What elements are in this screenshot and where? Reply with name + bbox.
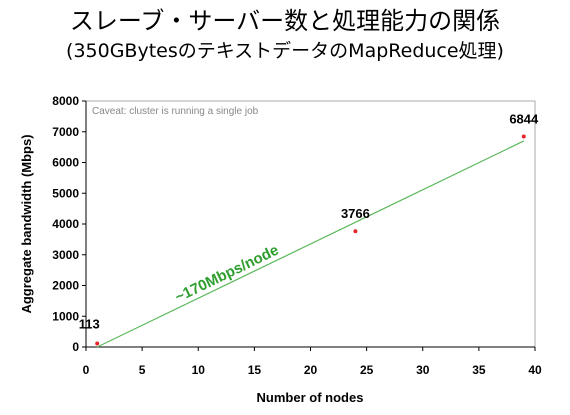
- y-tick-label: 7000: [52, 125, 79, 139]
- caveat-annotation: Caveat: cluster is running a single job: [92, 106, 259, 117]
- x-tick-label: 10: [192, 363, 206, 377]
- x-axis-title: Number of nodes: [257, 390, 364, 405]
- plot-area: [85, 100, 536, 348]
- x-tick-label: 35: [472, 363, 486, 377]
- x-tick-label: 40: [528, 363, 542, 377]
- x-tick-label: 15: [248, 363, 262, 377]
- y-tick-label: 4000: [52, 217, 79, 231]
- trendline: [96, 140, 525, 348]
- data-label: 6844: [509, 112, 539, 127]
- data-label: 113: [79, 317, 100, 332]
- data-point: [521, 134, 526, 139]
- x-tick-label: 30: [416, 363, 430, 377]
- x-tick-label: 25: [360, 363, 374, 377]
- x-tick-label: 20: [304, 363, 318, 377]
- slide-title: スレーブ・サーバー数と処理能力の関係: [69, 7, 501, 35]
- data-points: 113 3766 6844: [79, 112, 539, 346]
- y-tick-label: 2000: [52, 279, 79, 293]
- x-tick-label: 0: [83, 363, 90, 377]
- y-tick-label: 5000: [52, 186, 79, 200]
- y-tick-label: 3000: [52, 248, 79, 262]
- data-point: [95, 341, 100, 346]
- y-axis-title: Aggregate bandwidth (Mbps): [19, 134, 34, 313]
- slide-subtitle: (350GBytesのテキストデータのMapReduce処理): [66, 40, 504, 62]
- x-ticks: 0 5 10 15 20 25 30 35 40: [83, 347, 542, 377]
- y-ticks: 0 1000 2000 3000 4000 5000 6000 7000 8000: [52, 94, 86, 354]
- y-tick-label: 8000: [52, 94, 79, 108]
- data-label: 3766: [341, 206, 370, 221]
- x-tick-label: 5: [139, 363, 146, 377]
- y-tick-label: 1000: [52, 309, 79, 323]
- y-tick-label: 6000: [52, 156, 79, 170]
- data-point: [353, 229, 358, 234]
- y-tick-label: 0: [72, 340, 79, 354]
